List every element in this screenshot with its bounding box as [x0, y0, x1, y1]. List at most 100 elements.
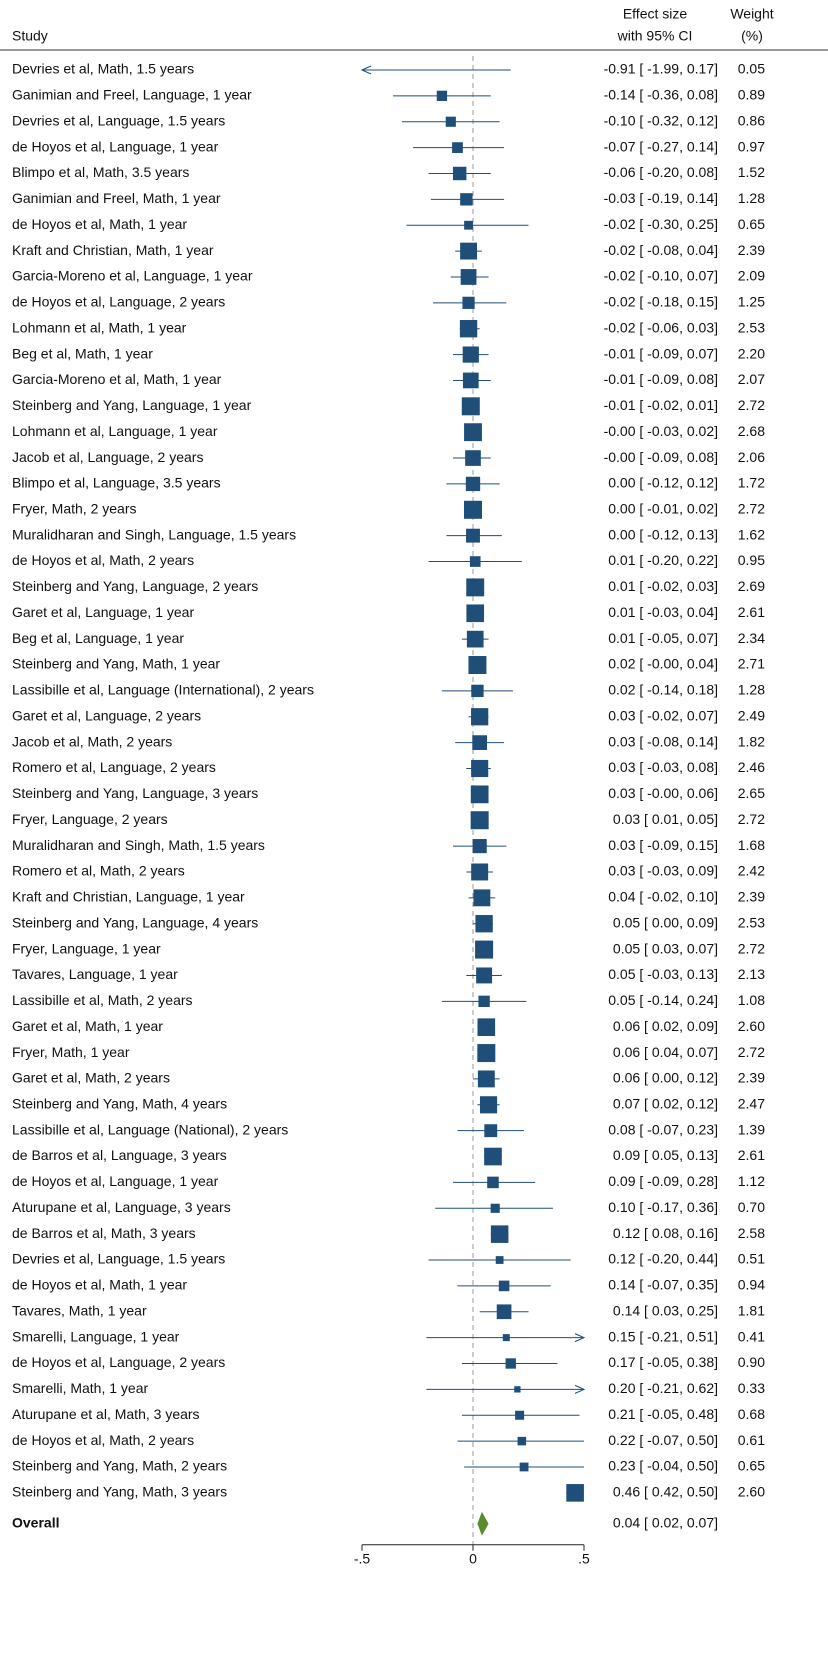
study-name: Beg et al, Language, 1 year	[12, 630, 184, 646]
study-name: Kraft and Christian, Math, 1 year	[12, 242, 214, 258]
ci-arrow	[360, 65, 372, 75]
estimate-label: 0.20 [ -0.21, 0.62]	[608, 1380, 718, 1396]
weight-label: 0.89	[738, 87, 765, 103]
weight-label: 2.49	[738, 707, 765, 723]
study-name: Blimpo et al, Language, 3.5 years	[12, 475, 221, 491]
effect-square	[460, 269, 477, 285]
effect-square	[496, 1304, 512, 1320]
weight-label: 2.60	[738, 1484, 765, 1500]
estimate-label: 0.07 [ 0.02, 0.12]	[613, 1096, 718, 1112]
weight-label: 2.42	[738, 863, 765, 879]
weight-label: 1.72	[738, 475, 765, 491]
estimate-label: 0.03 [ -0.09, 0.15]	[608, 837, 718, 853]
ci-arrow	[574, 1384, 586, 1394]
study-name: Tavares, Math, 1 year	[12, 1302, 147, 1318]
estimate-label: -0.01 [ -0.09, 0.07]	[604, 345, 718, 361]
x-tick-label: 0	[469, 1550, 477, 1566]
effect-square	[452, 166, 467, 181]
study-name: de Hoyos et al, Math, 2 years	[12, 552, 194, 568]
effect-square	[466, 528, 480, 543]
effect-square	[462, 372, 479, 389]
estimate-label: 0.06 [ 0.04, 0.07]	[613, 1044, 718, 1060]
study-name: de Barros et al, Math, 3 years	[12, 1225, 196, 1241]
effect-square	[470, 811, 489, 830]
estimate-label: 0.09 [ 0.05, 0.13]	[613, 1147, 718, 1163]
study-name: Smarelli, Language, 1 year	[12, 1328, 180, 1344]
effect-square	[475, 940, 494, 959]
estimate-label: 0.03 [ -0.03, 0.09]	[608, 863, 718, 879]
weight-label: 0.05	[738, 61, 765, 77]
estimate-label: -0.06 [ -0.20, 0.08]	[604, 164, 718, 180]
study-name: Lohmann et al, Language, 1 year	[12, 423, 218, 439]
study-name: Lassibille et al, Language (National), 2…	[12, 1121, 288, 1137]
study-name: de Hoyos et al, Language, 2 years	[12, 1354, 225, 1370]
study-name: Aturupane et al, Language, 3 years	[12, 1199, 231, 1215]
effect-square	[471, 708, 489, 726]
weight-label: 2.72	[738, 500, 765, 516]
weight-label: 2.72	[738, 811, 765, 827]
weight-label: 2.39	[738, 242, 765, 258]
weight-label: 2.60	[738, 1018, 765, 1034]
estimate-label: 0.01 [ -0.03, 0.04]	[608, 604, 718, 620]
study-name: Garet et al, Math, 1 year	[12, 1018, 163, 1034]
estimate-label: -0.02 [ -0.30, 0.25]	[604, 216, 718, 232]
overall-label: 0.04 [ 0.02, 0.07]	[613, 1514, 718, 1530]
weight-label: 1.82	[738, 733, 765, 749]
weight-label: 1.28	[738, 190, 765, 206]
estimate-label: 0.21 [ -0.05, 0.48]	[608, 1406, 718, 1422]
estimate-label: 0.06 [ 0.02, 0.09]	[613, 1018, 718, 1034]
weight-label: 2.72	[738, 397, 765, 413]
estimate-label: -0.07 [ -0.27, 0.14]	[604, 138, 718, 154]
ci-arrow	[574, 1333, 586, 1343]
weight-label: 0.90	[738, 1354, 765, 1370]
effect-square	[490, 1203, 500, 1213]
effect-square	[498, 1280, 510, 1292]
study-name: Steinberg and Yang, Language, 1 year	[12, 397, 252, 413]
weight-label: 2.61	[738, 1147, 765, 1163]
overall-diamond	[477, 1511, 489, 1536]
study-name: Muralidharan and Singh, Math, 1.5 years	[12, 837, 265, 853]
weight-label: 0.86	[738, 112, 765, 128]
weight-label: 0.65	[738, 216, 765, 232]
header-weight: Weight	[730, 6, 773, 22]
estimate-label: 0.03 [ -0.02, 0.07]	[608, 707, 718, 723]
estimate-label: 0.22 [ -0.07, 0.50]	[608, 1432, 718, 1448]
effect-square	[566, 1484, 584, 1502]
effect-square	[436, 90, 448, 102]
study-name: Ganimian and Freel, Math, 1 year	[12, 190, 221, 206]
effect-square	[472, 839, 487, 854]
effect-square	[462, 346, 479, 363]
study-name: Romero et al, Language, 2 years	[12, 759, 216, 775]
effect-square	[460, 242, 477, 260]
effect-square	[479, 1096, 498, 1114]
effect-square	[487, 1176, 499, 1189]
study-name: Smarelli, Math, 1 year	[12, 1380, 148, 1396]
weight-label: 2.09	[738, 268, 765, 284]
estimate-label: -0.03 [ -0.19, 0.14]	[604, 190, 718, 206]
study-name: Lohmann et al, Math, 1 year	[12, 319, 187, 335]
estimate-label: 0.05 [ -0.03, 0.13]	[608, 966, 718, 982]
estimate-label: -0.02 [ -0.08, 0.04]	[604, 242, 718, 258]
weight-label: 2.39	[738, 1070, 765, 1086]
weight-label: 0.51	[738, 1251, 765, 1267]
study-name: Muralidharan and Singh, Language, 1.5 ye…	[12, 526, 296, 542]
study-name: de Hoyos et al, Math, 2 years	[12, 1432, 194, 1448]
header-study: Study	[12, 28, 48, 44]
effect-square	[515, 1410, 525, 1420]
estimate-label: -0.00 [ -0.03, 0.02]	[604, 423, 718, 439]
weight-label: 1.62	[738, 526, 765, 542]
estimate-label: -0.01 [ -0.09, 0.08]	[604, 371, 718, 387]
effect-square	[466, 630, 484, 648]
study-name: Devries et al, Math, 1.5 years	[12, 61, 194, 77]
effect-square	[477, 1018, 496, 1036]
study-name: Fryer, Math, 2 years	[12, 500, 136, 516]
weight-label: 2.53	[738, 319, 765, 335]
header-weight-unit: (%)	[741, 28, 763, 44]
effect-square	[464, 423, 482, 442]
estimate-label: 0.03 [ 0.01, 0.05]	[613, 811, 718, 827]
estimate-label: 0.14 [ 0.03, 0.25]	[613, 1302, 718, 1318]
estimate-label: 0.10 [ -0.17, 0.36]	[608, 1199, 718, 1215]
study-name: Fryer, Language, 1 year	[12, 940, 161, 956]
effect-square	[459, 320, 478, 338]
study-name: Steinberg and Yang, Math, 1 year	[12, 656, 220, 672]
